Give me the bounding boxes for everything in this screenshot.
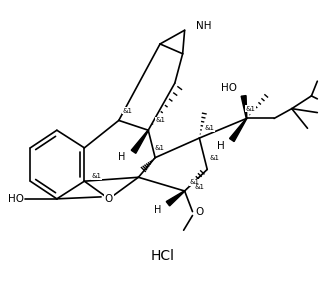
- Text: &1: &1: [204, 125, 214, 131]
- Text: HCl: HCl: [151, 249, 175, 263]
- Text: O: O: [195, 207, 203, 217]
- Text: NH: NH: [197, 21, 212, 31]
- Text: &1: &1: [189, 179, 200, 185]
- Text: &1: &1: [209, 155, 219, 161]
- Text: &1: &1: [91, 173, 101, 179]
- Text: &1: &1: [155, 145, 165, 151]
- Text: &1: &1: [245, 106, 256, 112]
- Text: &1: &1: [194, 184, 204, 190]
- Text: H: H: [118, 152, 126, 162]
- Text: H: H: [154, 205, 161, 215]
- Polygon shape: [131, 130, 149, 153]
- Text: HO: HO: [221, 83, 237, 93]
- Text: HO: HO: [7, 194, 23, 204]
- Text: O: O: [105, 194, 113, 204]
- Polygon shape: [230, 118, 247, 142]
- Text: &1: &1: [123, 108, 133, 114]
- Polygon shape: [166, 191, 185, 206]
- Text: H: H: [217, 141, 225, 151]
- Text: &1: &1: [155, 117, 165, 124]
- Polygon shape: [241, 96, 247, 118]
